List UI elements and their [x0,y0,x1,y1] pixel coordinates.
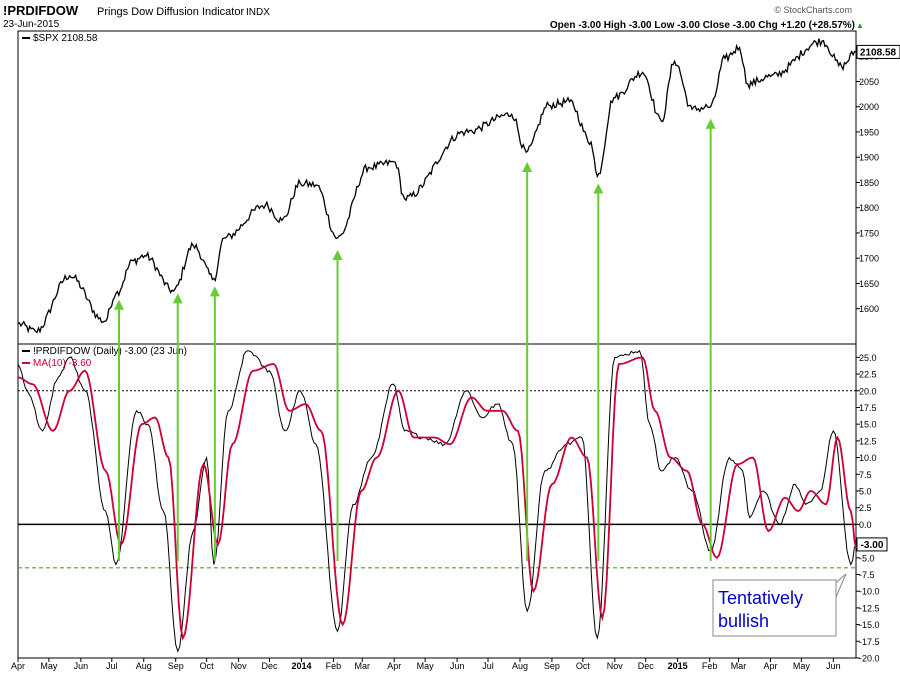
price-last-value: 2108.58 [860,47,897,58]
spx-price-line [17,38,857,334]
annotation-callout: Tentatively bullish [712,573,847,637]
price-tick-label: 1950 [859,127,879,137]
chart-date: 23-Jun-2015 [3,19,60,30]
chart-name: Prings Dow Diffusion Indicator [97,6,244,18]
x-tick-label: Sep [544,661,560,671]
x-tick-label: Oct [576,661,591,671]
spx-legend: $SPX 2108.58 [33,33,98,44]
indicator-tick-label: -20.0 [859,654,880,664]
indicator-tick-label: -7.5 [859,570,875,580]
ohlc-quote: Open -3.00 High -3.00 Low -3.00 Close -3… [550,20,855,31]
callout-line-2: bullish [718,611,769,631]
x-tick-label: Apr [387,661,401,671]
signal-arrow-head [172,293,183,304]
indicator-tick-label: 2.5 [859,503,872,513]
x-tick-label: 2015 [668,661,688,671]
indicator-tick-label: -10.0 [859,587,880,597]
ma10-line [17,356,857,641]
price-tick-label: 2050 [859,77,879,87]
x-tick-label: 2014 [291,661,311,671]
x-tick-label: Mar [355,661,371,671]
indicator-tick-label: 12.5 [859,436,877,446]
indicator-panel-frame [17,343,857,659]
x-tick-label: Sep [168,661,184,671]
callout-box [712,579,837,637]
x-tick-label: Jul [482,661,494,671]
x-tick-label: Jul [106,661,118,671]
price-tick-label: 1650 [859,279,879,289]
indicator-tick-label: 7.5 [859,470,872,480]
signal-arrow-head [705,118,716,129]
signal-arrow-head [593,183,604,194]
buy-signal-arrows [114,118,716,562]
x-tick-label: Jun [450,661,465,671]
indicator-last-value-box: -3.00 [856,537,888,552]
x-axis: Apr May Jun Jul Aug Sep Oct Nov Dec 2014 Feb Mar Apr… [11,658,841,671]
x-tick-label: Apr [11,661,25,671]
price-tick-label: 1850 [859,178,879,188]
x-tick-label: Mar [731,661,747,671]
x-tick-label: Feb [702,661,718,671]
chart-exchange: INDX [246,7,270,18]
x-tick-label: Feb [326,661,342,671]
price-tick-label: 1600 [859,304,879,314]
price-tick-label: 2000 [859,102,879,112]
chart-symbol: !PRDIFDOW [3,3,79,18]
indicator-tick-label: 20.0 [859,386,877,396]
x-tick-label: Aug [136,661,152,671]
signal-arrow-head [522,162,533,173]
indicator-tick-label: -17.5 [859,637,880,647]
price-tick-label: 1800 [859,203,879,213]
indicator-tick-label: 15.0 [859,420,877,430]
ma-legend: MA(10) -3.60 [33,358,92,369]
indicator-legend: !PRDIFDOW (Daily) -3.00 (23 Jun) [33,346,187,357]
indicator-tick-label: 17.5 [859,403,877,413]
stockcharts-logo: © StockCharts.com [774,5,852,15]
x-tick-label: Nov [607,661,624,671]
x-tick-label: Jun [74,661,89,671]
x-tick-label: Nov [231,661,248,671]
x-tick-label: Aug [512,661,528,671]
signal-arrow-head [209,286,220,297]
callout-line-1: Tentatively [718,588,803,608]
indicator-tick-label: 25.0 [859,353,877,363]
x-tick-label: May [40,661,58,671]
indicator-tick-label: -15.0 [859,620,880,630]
x-tick-label: Oct [200,661,215,671]
x-tick-label: Apr [763,661,777,671]
x-tick-label: Dec [261,661,278,671]
indicator-tick-label: 10.0 [859,453,877,463]
x-tick-label: Dec [638,661,655,671]
price-tick-label: 1750 [859,228,879,238]
indicator-tick-label: 0.0 [859,520,872,530]
x-tick-label: May [417,661,435,671]
signal-arrow-head [332,249,343,260]
x-tick-label: May [793,661,811,671]
up-arrow-icon: ▲ [856,21,864,30]
x-tick-label: Jun [826,661,841,671]
indicator-line [17,349,857,653]
price-last-value-box: 2108.58 [856,44,900,59]
indicator-tick-label: -5.0 [859,553,875,563]
indicator-tick-label: -12.5 [859,603,880,613]
price-tick-label: 1900 [859,153,879,163]
signal-arrow-head [114,299,125,310]
indicator-last-value: -3.00 [861,540,884,551]
price-tick-label: 1700 [859,254,879,264]
indicator-tick-label: 5.0 [859,486,872,496]
indicator-tick-label: 22.5 [859,370,877,380]
